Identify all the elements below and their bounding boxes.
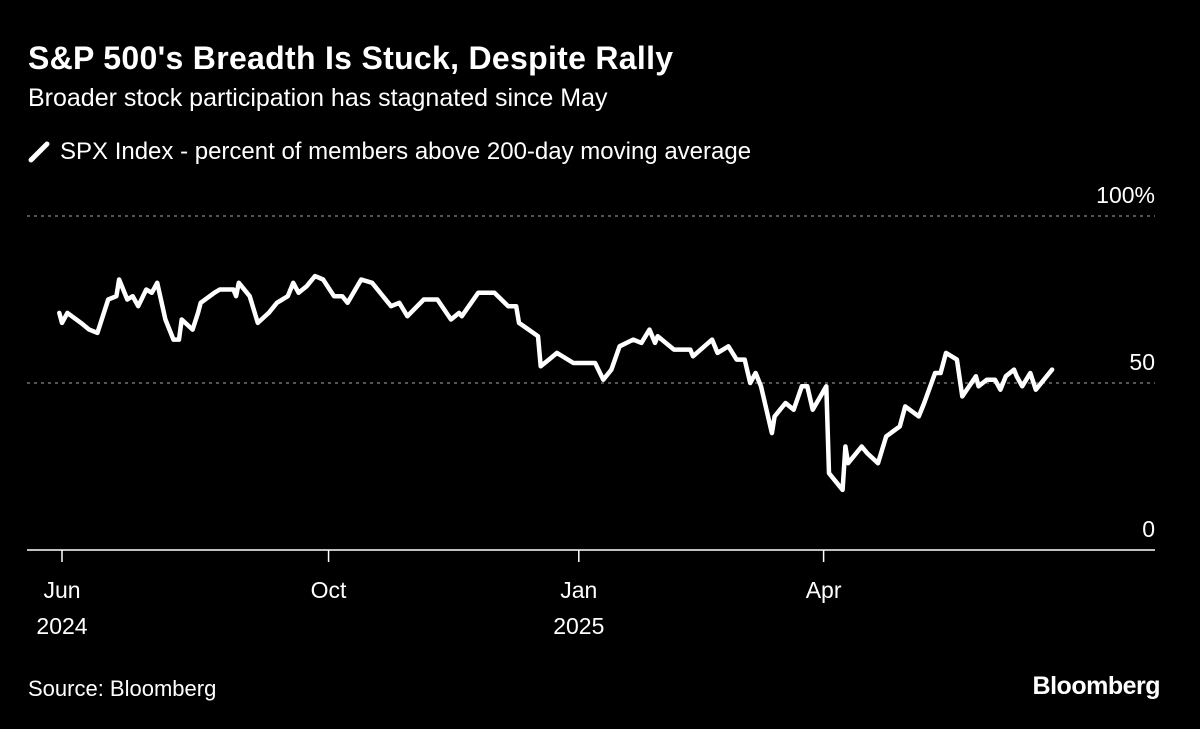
x-tick-sublabel: 2025 [553, 613, 604, 639]
x-tick-sublabel: 2024 [36, 613, 87, 639]
chart-subtitle: Broader stock participation has stagnate… [28, 84, 608, 112]
series-line-spx-breadth [57, 273, 1055, 493]
chart-title: S&P 500's Breadth Is Stuck, Despite Rall… [28, 40, 674, 76]
x-tick-label: Oct [311, 577, 347, 603]
legend: SPX Index - percent of members above 200… [28, 138, 751, 166]
x-tick-label: Apr [806, 577, 842, 603]
x-tick-label: Jun [43, 577, 80, 603]
y-tick-label: 0 [1142, 516, 1155, 542]
y-tick-label: 50 [1129, 349, 1155, 375]
y-tick-label: 100% [1096, 182, 1155, 208]
legend-line-icon [28, 141, 50, 163]
x-tick-label: Jan [560, 577, 597, 603]
bloomberg-logo: Bloomberg [1032, 672, 1161, 700]
legend-label: SPX Index - percent of members above 200… [60, 138, 752, 165]
source-note: Source: Bloomberg [28, 676, 217, 701]
